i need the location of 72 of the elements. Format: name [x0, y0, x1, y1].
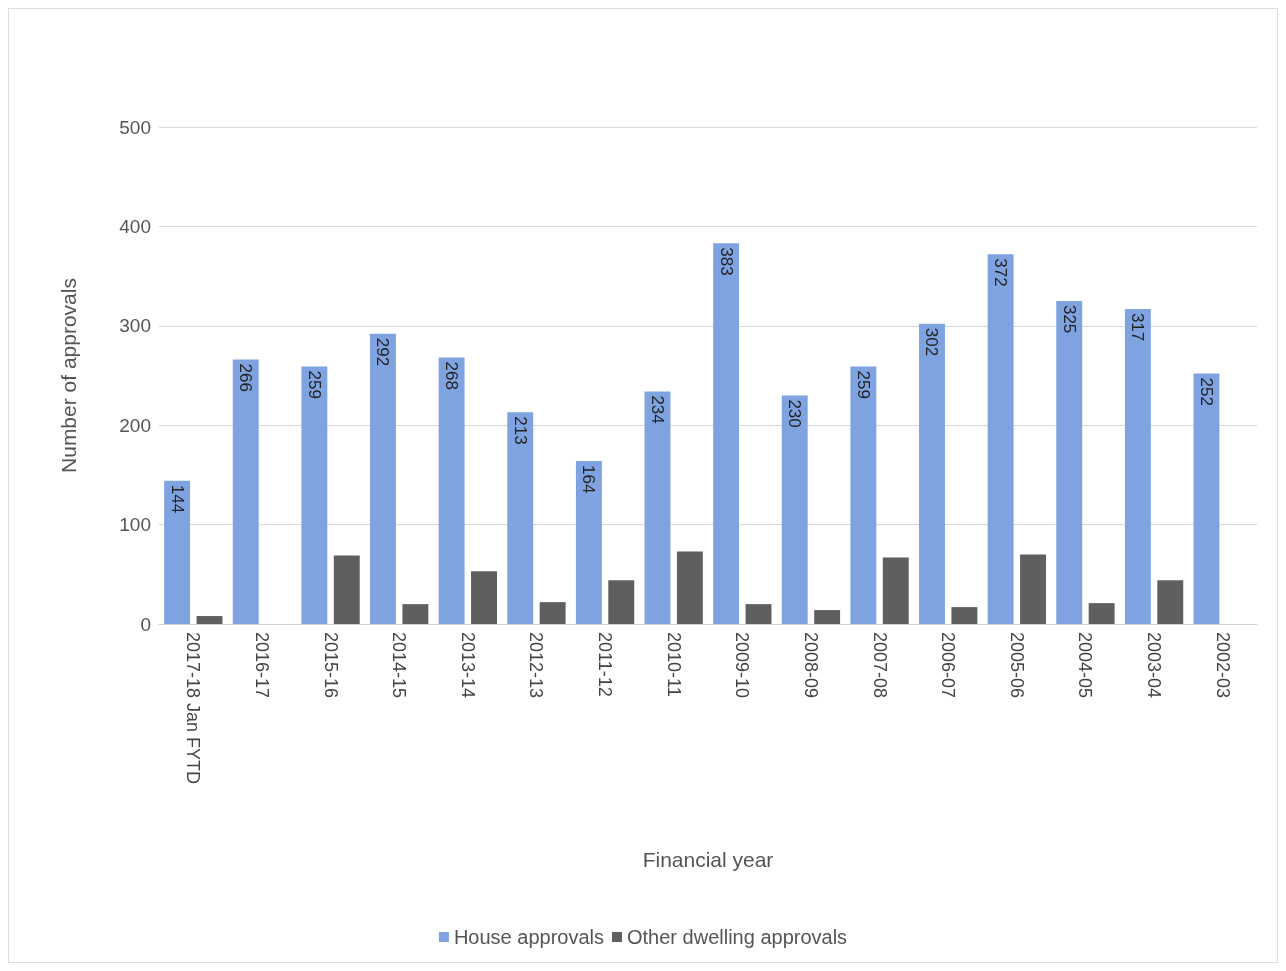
bar [781, 395, 808, 624]
x-tick-label: 2015-16 [320, 632, 341, 699]
bar [608, 580, 635, 624]
x-tick-label: 2012-13 [526, 632, 547, 699]
data-label: 230 [785, 399, 805, 428]
data-label: 259 [853, 370, 873, 399]
data-label: 144 [167, 484, 187, 514]
y-tick-label: 500 [119, 116, 151, 138]
bar [882, 557, 909, 624]
bar [1157, 580, 1184, 624]
x-tick-label: 2006-07 [938, 632, 959, 699]
bar [196, 616, 223, 624]
bar [919, 323, 945, 624]
data-label: 234 [647, 395, 667, 424]
data-label: 302 [922, 327, 942, 357]
data-label: 266 [236, 363, 256, 392]
bar [644, 391, 671, 624]
data-label: 268 [442, 361, 462, 390]
y-axis-title: Number of approvals [57, 278, 80, 473]
legend-label: Other dwelling approvals [626, 926, 848, 948]
bar [471, 571, 497, 624]
bar [814, 610, 841, 624]
legend-label: House approvals [453, 926, 604, 948]
x-tick-label: 2008-09 [800, 632, 821, 699]
x-tick-label: 2005-06 [1006, 632, 1027, 699]
bar [1056, 300, 1083, 624]
bar [539, 602, 566, 624]
data-label: 252 [1196, 377, 1216, 406]
bar [676, 551, 703, 624]
x-tick-label: 2016-17 [251, 632, 272, 699]
y-tick-label: 100 [119, 514, 151, 536]
data-label: 164 [579, 464, 599, 494]
data-label: 317 [1128, 312, 1148, 342]
bar [1020, 554, 1046, 624]
x-axis-title: Financial year [642, 848, 774, 871]
x-tick-label: 2003-04 [1144, 632, 1165, 699]
data-label: 213 [510, 416, 530, 445]
x-tick-label: 2014-15 [389, 632, 410, 699]
bar [507, 412, 534, 624]
x-tick-label: 2009-10 [732, 632, 753, 699]
bar [232, 359, 259, 624]
x-tick-label: 2010-11 [663, 632, 684, 697]
data-label: 292 [373, 337, 393, 367]
data-label: 383 [716, 247, 736, 276]
bar [951, 607, 978, 624]
y-tick-label: 300 [119, 315, 151, 337]
bar [850, 366, 877, 624]
bar [987, 254, 1014, 624]
bar [370, 333, 396, 624]
x-tick-label: 2002-03 [1212, 632, 1233, 699]
bar [164, 480, 191, 624]
bar [1193, 373, 1220, 624]
bar [713, 243, 740, 624]
bar [1124, 308, 1151, 624]
x-tick-label: 2004-05 [1075, 632, 1096, 699]
bar [333, 555, 360, 624]
x-tick-label: 2017-18 Jan FYTD [183, 632, 204, 785]
y-tick-label: 0 [140, 613, 151, 635]
bar [438, 357, 465, 624]
data-label: 259 [304, 370, 324, 399]
data-label: 372 [991, 258, 1011, 287]
x-tick-label: 2013-14 [457, 632, 478, 699]
x-tick-label: 2007-08 [869, 632, 890, 699]
bar [1088, 603, 1115, 624]
x-tick-label: 2011-12 [595, 632, 616, 697]
y-tick-label: 400 [119, 215, 151, 237]
bar [402, 604, 429, 624]
bar [575, 460, 602, 624]
data-label: 325 [1059, 304, 1079, 334]
bar [745, 604, 772, 624]
bar [301, 366, 328, 624]
y-tick-label: 200 [119, 414, 151, 436]
